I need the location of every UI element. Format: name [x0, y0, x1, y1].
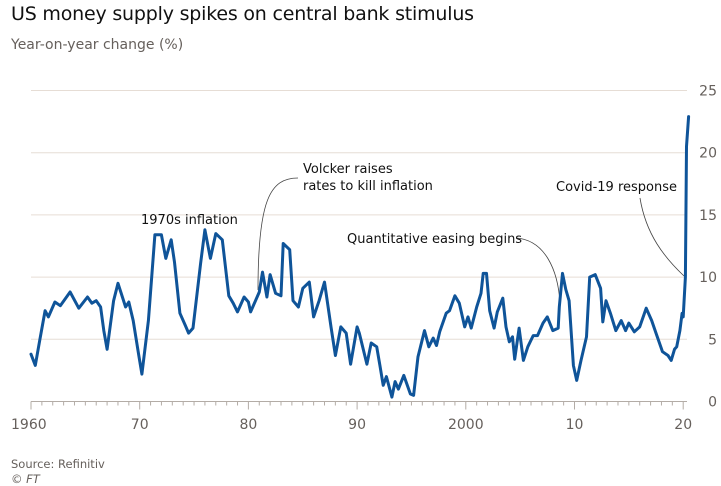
x-tick-label: 90	[348, 417, 366, 433]
money-supply-line	[29, 115, 691, 399]
annotation-1970s-inflation: 1970s inflation	[141, 213, 238, 228]
y-tick-label: 10	[699, 270, 717, 286]
annotations: 1970s inflation Volcker raises rates to …	[141, 162, 677, 247]
annotation-volcker-line2: rates to kill inflation	[303, 179, 433, 194]
y-axis-labels: 0 5 10 15 20 25	[699, 84, 717, 411]
x-tick-label: 2000	[448, 417, 484, 433]
annotation-leaders	[257, 177, 685, 304]
chart-subtitle: Year-on-year change (%)	[11, 37, 184, 53]
y-tick-label: 20	[699, 146, 717, 162]
annotation-qe: Quantitative easing begins	[347, 232, 522, 247]
leader-covid	[639, 197, 685, 277]
y-tick-label: 25	[699, 84, 717, 100]
source-note: Source: Refinitiv	[11, 457, 105, 471]
y-tick-label: 5	[708, 332, 717, 348]
x-tick-label: 80	[239, 417, 257, 433]
annotation-volcker-line1: Volcker raises	[303, 162, 393, 177]
x-tick-label: 10	[566, 417, 584, 433]
x-axis: 1960 70 80 90 2000 10 20	[11, 401, 692, 433]
ft-credit: © FT	[11, 472, 40, 486]
annotation-covid: Covid-19 response	[556, 180, 677, 195]
leader-qe	[515, 237, 561, 304]
y-tick-label: 0	[708, 395, 717, 411]
leader-volcker	[257, 177, 299, 291]
chart-title: US money supply spikes on central bank s…	[11, 3, 474, 25]
y-tick-label: 15	[699, 208, 717, 224]
x-tick-label: 70	[131, 417, 149, 433]
x-tick-label: 20	[674, 417, 692, 433]
gridlines	[31, 90, 687, 340]
x-tick-label: 1960	[11, 417, 47, 433]
